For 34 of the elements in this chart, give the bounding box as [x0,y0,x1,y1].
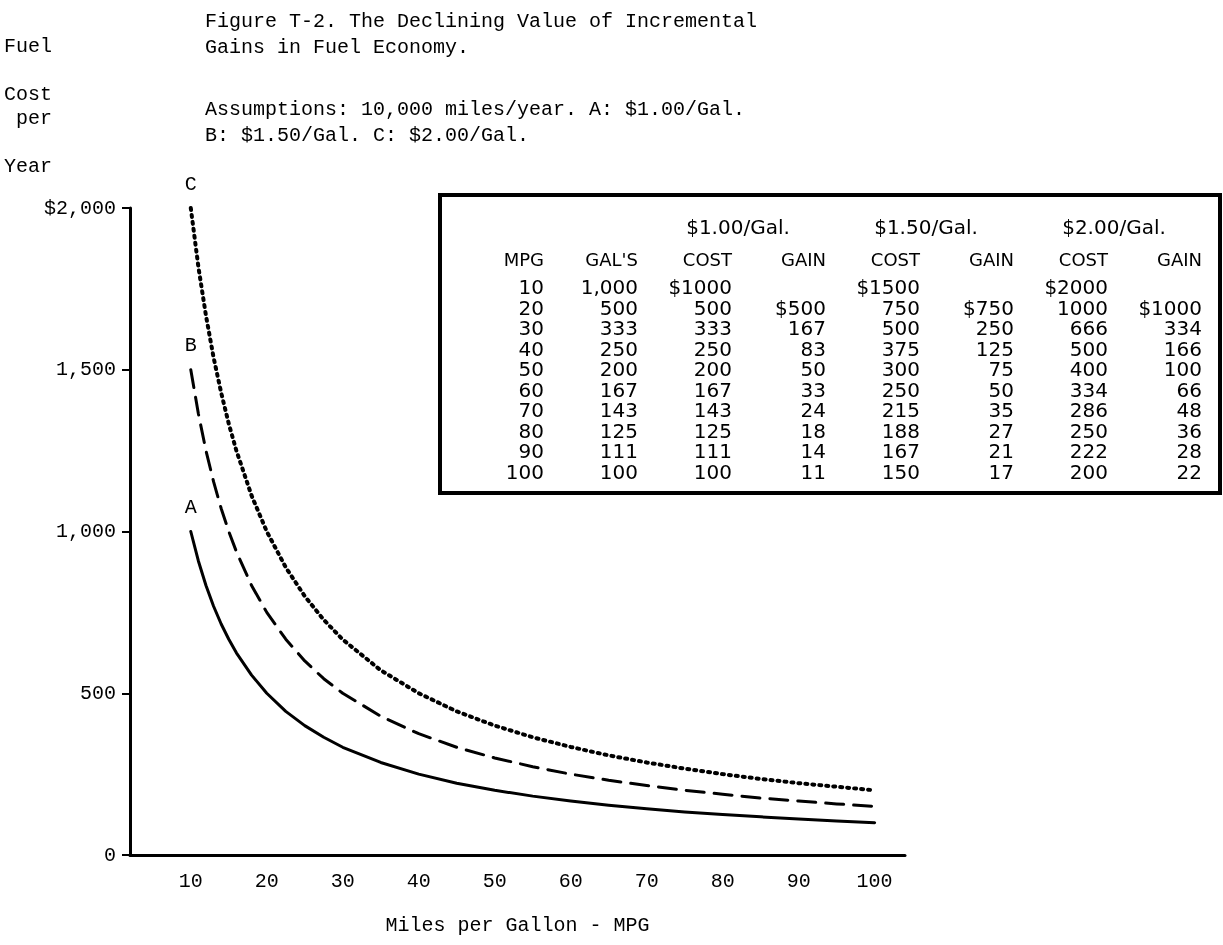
x-tick-label: 30 [330,869,355,893]
line-series [189,530,877,825]
category-label: GAL'S [585,248,638,270]
x-tick-label: 20 [254,869,279,893]
series-label: C [184,172,197,196]
x-tick-label: 100 [856,869,893,893]
x-axis-title: Miles per Gallon - MPG [385,913,650,937]
chart-subtitle: Assumptions: 10,000 miles/year. A: $1.00/Gal. B: $1.50/Gal. C: $2.00/Gal. [205,97,758,147]
x-tick-label: 60 [558,869,583,893]
text: $2.00/Gal. [1062,215,1166,239]
category-label: GAIN [968,248,1014,270]
category-label: COST [1058,248,1109,270]
y-tick-label: 500 [79,681,116,705]
text: Fuel Cost per Year [4,34,53,178]
x-tick-label: 80 [710,869,735,893]
series-label: B [184,334,197,358]
category-label: MPG [503,248,544,270]
category-label: COST [870,248,921,270]
annotation: $1.00/Gal. [686,215,790,239]
annotation: $1.50/Gal. [874,215,978,239]
series-label: A [184,496,197,519]
y-tick-label: 0 [103,843,116,867]
y-tick-label: 1,000 [55,520,116,543]
x-tick-label: 40 [406,869,431,893]
x-tick-label: 70 [634,869,659,893]
x-tick-label: 50 [482,869,507,893]
category-label: COST [682,248,733,270]
chart-title: Figure T-2. The Declining Value of Incremental Gains in Fuel Economy. [205,9,770,59]
y-tick-label: 1,500 [55,358,116,382]
category-label: GAIN [1156,248,1202,270]
y-tick-label: $2,000 [43,196,116,220]
x-tick-label: 10 [178,869,203,893]
x-tick-label: 90 [786,869,811,893]
category-label: GAIN [780,248,826,270]
